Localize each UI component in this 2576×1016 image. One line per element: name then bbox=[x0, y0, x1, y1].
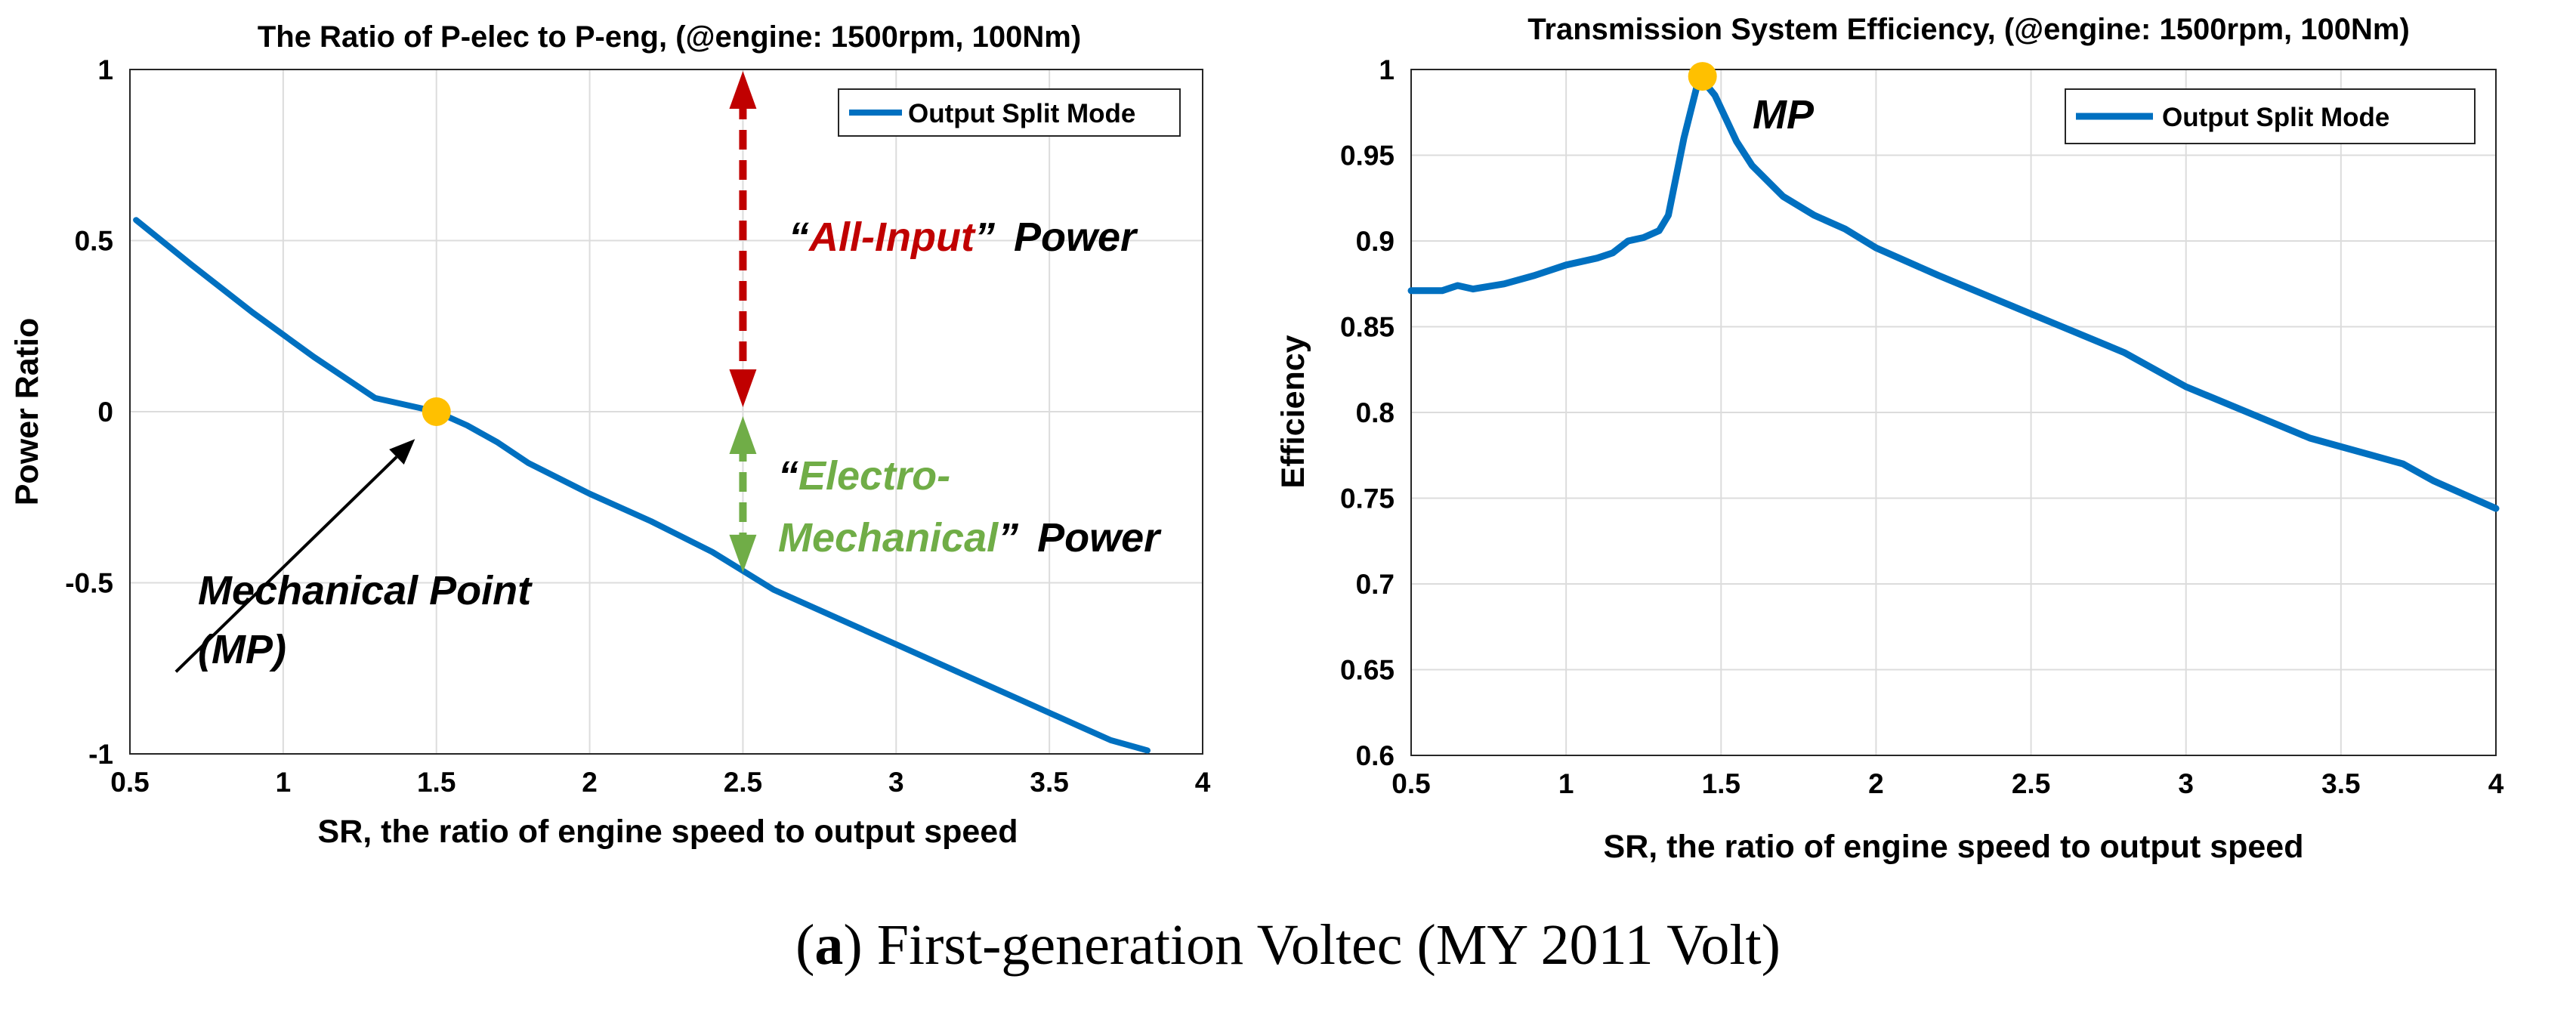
power-ratio-grid bbox=[129, 69, 1203, 755]
efficiency-series-line bbox=[1407, 73, 2500, 512]
power-ratio-x-axis-label: SR, the ratio of engine speed to output … bbox=[318, 814, 1018, 850]
mechanical-point-pointer-head bbox=[389, 439, 415, 465]
all-input-arrow-head-bottom bbox=[729, 369, 757, 407]
efficiency-x-tick-label: 3.5 bbox=[2321, 768, 2360, 799]
figure-caption: (a) First-generation Voltec (MY 2011 Vol… bbox=[795, 913, 1781, 977]
efficiency-chart-title: Transmission System Efficiency, (@engine… bbox=[1527, 13, 2410, 46]
power-ratio-tick-labels: 0.5 1 1.5 2 2.5 3 3.5 4 1 0.5 0 -0.5 -1 bbox=[65, 54, 1210, 798]
power-ratio-plot-frame bbox=[129, 69, 1203, 755]
all-input-arrow-head-top bbox=[729, 71, 757, 109]
power-flow-arrows bbox=[175, 71, 757, 673]
power-ratio-chart-title: The Ratio of P-elec to P-eng, (@engine: … bbox=[258, 20, 1081, 54]
efficiency-mp-marker bbox=[1688, 62, 1717, 91]
efficiency-y-tick-label: 0.65 bbox=[1340, 655, 1395, 686]
efficiency-x-axis-label: SR, the ratio of engine speed to output … bbox=[1604, 829, 2304, 865]
efficiency-x-tick-label: 4 bbox=[2488, 768, 2504, 799]
efficiency-y-tick-label: 0.75 bbox=[1340, 483, 1395, 514]
power-ratio-x-tick-label: 4 bbox=[1195, 767, 1211, 798]
power-ratio-y-tick-label: -0.5 bbox=[65, 568, 113, 599]
electro-mechanical-label-line2: Mechanical” Power bbox=[778, 515, 1162, 560]
power-ratio-y-tick-label: -1 bbox=[88, 739, 113, 770]
power-ratio-x-tick-label: 2 bbox=[582, 767, 598, 798]
electro-mechanical-arrow-head-bottom bbox=[729, 534, 757, 573]
efficiency-mp-label: MP bbox=[1753, 92, 1815, 137]
efficiency-y-axis-label: Efficiency bbox=[1275, 335, 1311, 488]
power-ratio-legend-label: Output Split Mode bbox=[908, 99, 1135, 128]
electro-mechanical-arrow-head-top bbox=[729, 416, 757, 454]
power-ratio-legend: Output Split Mode bbox=[838, 88, 1181, 137]
efficiency-plot-frame bbox=[1410, 69, 2497, 756]
power-ratio-x-tick-label: 3.5 bbox=[1030, 767, 1068, 798]
efficiency-x-tick-label: 1 bbox=[1558, 768, 1574, 799]
electro-mechanical-label-line1: “Electro- bbox=[778, 453, 950, 499]
efficiency-legend-label: Output Split Mode bbox=[2162, 103, 2389, 132]
efficiency-y-tick-label: 0.9 bbox=[1356, 226, 1395, 257]
efficiency-y-tick-label: 0.85 bbox=[1340, 312, 1395, 343]
efficiency-y-tick-label: 0.95 bbox=[1340, 141, 1395, 171]
caption-letter: a bbox=[814, 913, 844, 977]
power-ratio-x-tick-label: 1.5 bbox=[417, 767, 456, 798]
efficiency-grid bbox=[1410, 69, 2497, 756]
power-ratio-x-tick-label: 0.5 bbox=[110, 767, 149, 798]
efficiency-y-tick-label: 0.8 bbox=[1356, 397, 1395, 428]
mechanical-point-marker bbox=[422, 397, 451, 426]
efficiency-legend: Output Split Mode bbox=[2065, 88, 2476, 144]
mechanical-point-pointer-arrow bbox=[175, 456, 398, 673]
efficiency-y-tick-label: 1 bbox=[1379, 54, 1395, 85]
mechanical-point-label-line2: (MP) bbox=[198, 627, 286, 672]
power-ratio-y-axis-label: Power Ratio bbox=[9, 318, 45, 506]
power-ratio-y-tick-label: 0 bbox=[97, 397, 113, 428]
efficiency-x-tick-label: 1.5 bbox=[1702, 768, 1740, 799]
power-ratio-y-tick-label: 1 bbox=[97, 54, 113, 85]
power-ratio-series-line bbox=[133, 217, 1151, 754]
efficiency-x-tick-label: 0.5 bbox=[1391, 768, 1430, 799]
power-ratio-x-tick-label: 3 bbox=[888, 767, 904, 798]
efficiency-y-tick-label: 0.6 bbox=[1356, 740, 1395, 771]
power-ratio-y-tick-label: 0.5 bbox=[75, 226, 113, 257]
power-ratio-chart: The Ratio of P-elec to P-eng, (@engine: … bbox=[9, 20, 1211, 850]
efficiency-tick-labels: 0.5 1 1.5 2 2.5 3 3.5 4 1 0.95 0.9 0.85 0.8 0.75 0.7 0.… bbox=[1340, 54, 2504, 799]
power-ratio-x-tick-label: 1 bbox=[276, 767, 292, 798]
efficiency-x-tick-label: 2 bbox=[1868, 768, 1884, 799]
efficiency-x-tick-label: 3 bbox=[2178, 768, 2194, 799]
caption-text: First-generation Voltec (MY 2011 Volt) bbox=[876, 913, 1781, 977]
power-ratio-x-tick-label: 2.5 bbox=[724, 767, 762, 798]
mechanical-point-label-line1: Mechanical Point bbox=[198, 568, 533, 613]
efficiency-y-tick-label: 0.7 bbox=[1356, 569, 1395, 600]
efficiency-chart: Transmission System Efficiency, (@engine… bbox=[1275, 13, 2504, 865]
efficiency-x-tick-label: 2.5 bbox=[2012, 768, 2050, 799]
all-input-power-label: “All-Input” Power bbox=[789, 215, 1138, 260]
